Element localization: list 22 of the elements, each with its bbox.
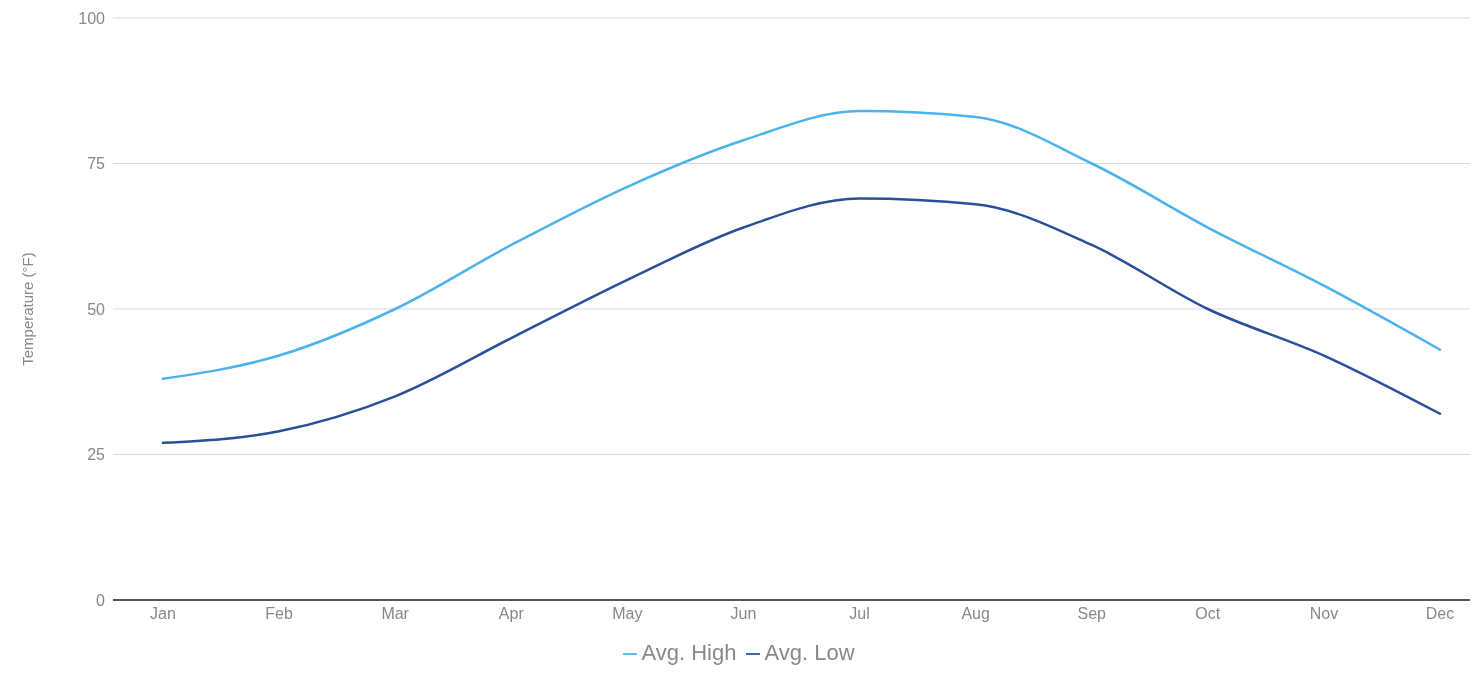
line-series xyxy=(161,109,1442,381)
x-tick-label: Oct xyxy=(1195,605,1221,623)
y-tick-label: 75 xyxy=(87,155,106,173)
y-axis-title: Temperature (°F) xyxy=(19,252,37,366)
y-tick-label: 25 xyxy=(87,446,106,464)
y-tick-label: 100 xyxy=(78,9,106,27)
legend-label: Avg. Low xyxy=(764,640,855,665)
legend-label: Avg. High xyxy=(641,640,737,665)
x-tick-label: Mar xyxy=(381,605,410,623)
x-tick-label: Jun xyxy=(730,605,757,623)
line-series xyxy=(161,197,1442,445)
x-tick-label: May xyxy=(612,605,643,623)
x-tick-label: Sep xyxy=(1077,605,1107,623)
x-tick-label: Feb xyxy=(265,605,293,623)
y-tick-label: 50 xyxy=(87,300,106,318)
x-tick-label: Dec xyxy=(1425,605,1455,623)
x-tick-label: Jan xyxy=(150,605,176,623)
y-tick-label: 0 xyxy=(96,591,106,609)
x-tick-label: Jul xyxy=(849,605,870,623)
x-tick-label: Nov xyxy=(1309,605,1339,623)
x-tick-label: Aug xyxy=(961,605,990,623)
x-tick-label: Apr xyxy=(498,605,525,623)
